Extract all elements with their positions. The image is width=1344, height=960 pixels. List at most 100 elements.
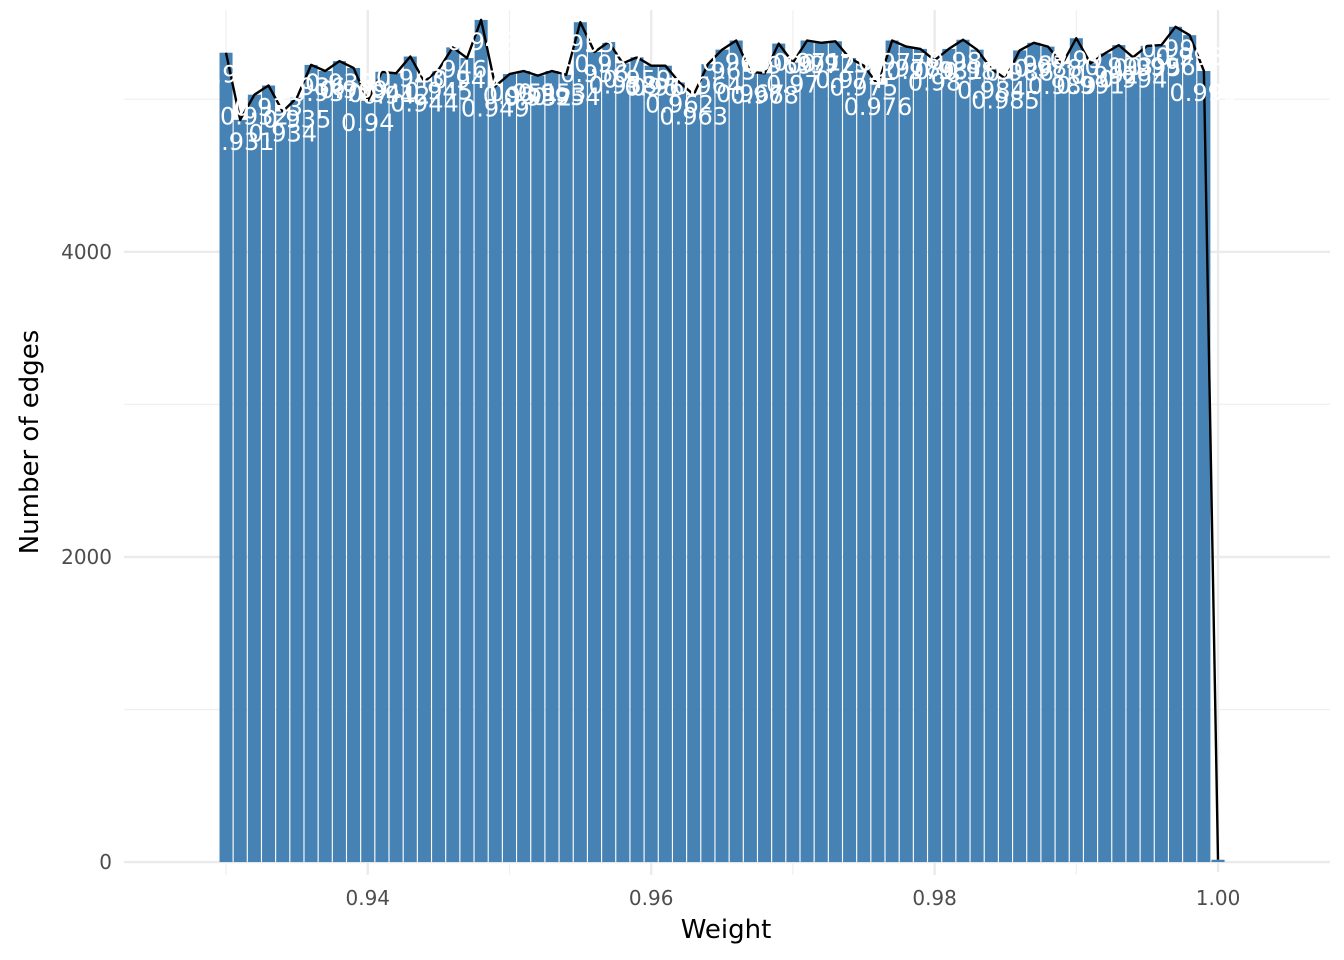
bar-label: 0.94 bbox=[341, 109, 394, 137]
bar-label: 0.952 bbox=[503, 84, 572, 112]
bar-label: 0.981 bbox=[914, 57, 983, 85]
bar bbox=[417, 81, 431, 863]
bar bbox=[701, 64, 715, 863]
bar bbox=[517, 71, 531, 863]
bar bbox=[1069, 38, 1083, 863]
bar-label: 0.934 bbox=[248, 119, 317, 147]
bar-label: 0.996 bbox=[1127, 53, 1196, 81]
bar bbox=[290, 97, 304, 863]
bar bbox=[743, 71, 757, 863]
y-tick-label: 2000 bbox=[61, 545, 112, 569]
bar-label: 0.994 bbox=[1099, 65, 1168, 93]
bar-label: 0.979 bbox=[886, 57, 955, 85]
bar-label: 0.937 bbox=[291, 79, 360, 107]
x-axis-title: Weight bbox=[681, 915, 772, 945]
bar bbox=[814, 42, 828, 863]
bar bbox=[318, 71, 332, 863]
bar-label: 0.997 bbox=[1141, 35, 1210, 63]
bar bbox=[1140, 45, 1154, 863]
bar bbox=[729, 40, 743, 863]
bar-label: 0.942 bbox=[362, 81, 431, 109]
bar-label: 0.992 bbox=[1070, 61, 1139, 89]
bar-label: 0.941 bbox=[348, 80, 417, 108]
bar-label: 1 bbox=[1210, 868, 1225, 896]
bar-label: 0.976 bbox=[844, 93, 913, 121]
bar-label: 0.943 bbox=[376, 65, 445, 93]
bar-label: 0.98 bbox=[908, 68, 961, 96]
bar-label: 0.953 bbox=[518, 79, 587, 107]
bar-label: 0.954 bbox=[532, 83, 601, 111]
bar bbox=[1098, 53, 1112, 863]
bar bbox=[715, 49, 729, 863]
bar-label: 0.946 bbox=[418, 55, 487, 83]
y-axis-title: Number of edges bbox=[15, 330, 45, 555]
bar bbox=[573, 22, 587, 863]
bar-label: 0.993 bbox=[1084, 53, 1153, 81]
bar bbox=[1055, 64, 1069, 863]
y-tick-labels: 0 2000 4000 bbox=[61, 240, 112, 874]
x-tick-label: 0.98 bbox=[912, 886, 957, 910]
bar-label: 0.956 bbox=[560, 60, 629, 88]
x-tick-label: 1.00 bbox=[1196, 886, 1241, 910]
bar bbox=[488, 86, 502, 863]
x-tick-label: 0.96 bbox=[629, 886, 674, 910]
bar-label: 0.944 bbox=[390, 90, 459, 118]
bar-label: 0.999 bbox=[1170, 79, 1239, 107]
bar bbox=[772, 43, 786, 863]
bar-label: 0.938 bbox=[305, 69, 374, 97]
bar bbox=[1169, 26, 1183, 863]
bar-label: 0.962 bbox=[645, 90, 714, 118]
bar-label: 0.991 bbox=[1056, 71, 1125, 99]
bar-label: 0.961 bbox=[631, 74, 700, 102]
bar bbox=[1112, 45, 1126, 863]
bar bbox=[332, 61, 346, 863]
bar-label: 0.968 bbox=[730, 81, 799, 109]
bar-label: 0.963 bbox=[659, 103, 728, 131]
bar-label: 0.964 bbox=[674, 72, 743, 100]
x-tick-label: 0.94 bbox=[345, 886, 390, 910]
bar bbox=[347, 67, 361, 863]
bar-label: 0.931 bbox=[206, 128, 275, 156]
bar-label: 0.958 bbox=[588, 71, 657, 99]
bar bbox=[304, 64, 318, 863]
bar bbox=[942, 48, 956, 863]
bar bbox=[1126, 57, 1140, 863]
bar-label: 0.93 bbox=[199, 61, 252, 89]
bar bbox=[531, 75, 545, 863]
bar-label: 0.935 bbox=[263, 106, 332, 134]
bar-label: 0.985 bbox=[971, 87, 1040, 115]
bar bbox=[899, 46, 913, 863]
bar-label: 0.971 bbox=[773, 49, 842, 77]
bar-label: 0.951 bbox=[489, 79, 558, 107]
bar-label: 0.967 bbox=[716, 80, 785, 108]
bar-label: 0.95 bbox=[483, 82, 536, 110]
bar-label: 0.965 bbox=[688, 58, 757, 86]
bar bbox=[970, 49, 984, 863]
bar-label: 0.998 bbox=[1155, 43, 1224, 71]
bar-label: 0.978 bbox=[872, 55, 941, 83]
bar bbox=[1013, 50, 1027, 863]
bar bbox=[687, 94, 701, 863]
bar-label: 0.96 bbox=[624, 74, 677, 102]
x-tick-labels: 0.94 0.96 0.98 1.00 bbox=[345, 886, 1240, 910]
bar-label: 0.948 bbox=[447, 28, 516, 56]
bar bbox=[361, 100, 375, 863]
bar-label: 0.969 bbox=[744, 52, 813, 80]
bar bbox=[913, 48, 927, 863]
bar bbox=[403, 56, 417, 863]
bar bbox=[1027, 42, 1041, 863]
bar-label: 0.987 bbox=[999, 51, 1068, 79]
bar bbox=[432, 69, 446, 863]
bar-label: 0.939 bbox=[319, 76, 388, 104]
bar bbox=[276, 111, 290, 863]
bar-label: 0.974 bbox=[815, 66, 884, 94]
bar bbox=[559, 74, 573, 863]
bar bbox=[247, 94, 261, 863]
bar bbox=[956, 39, 970, 863]
bar-label: 0.988 bbox=[1014, 55, 1083, 83]
bar bbox=[885, 40, 899, 863]
bar-label: 0.957 bbox=[574, 50, 643, 78]
bar bbox=[460, 58, 474, 863]
y-tick-label: 0 bbox=[99, 850, 112, 874]
